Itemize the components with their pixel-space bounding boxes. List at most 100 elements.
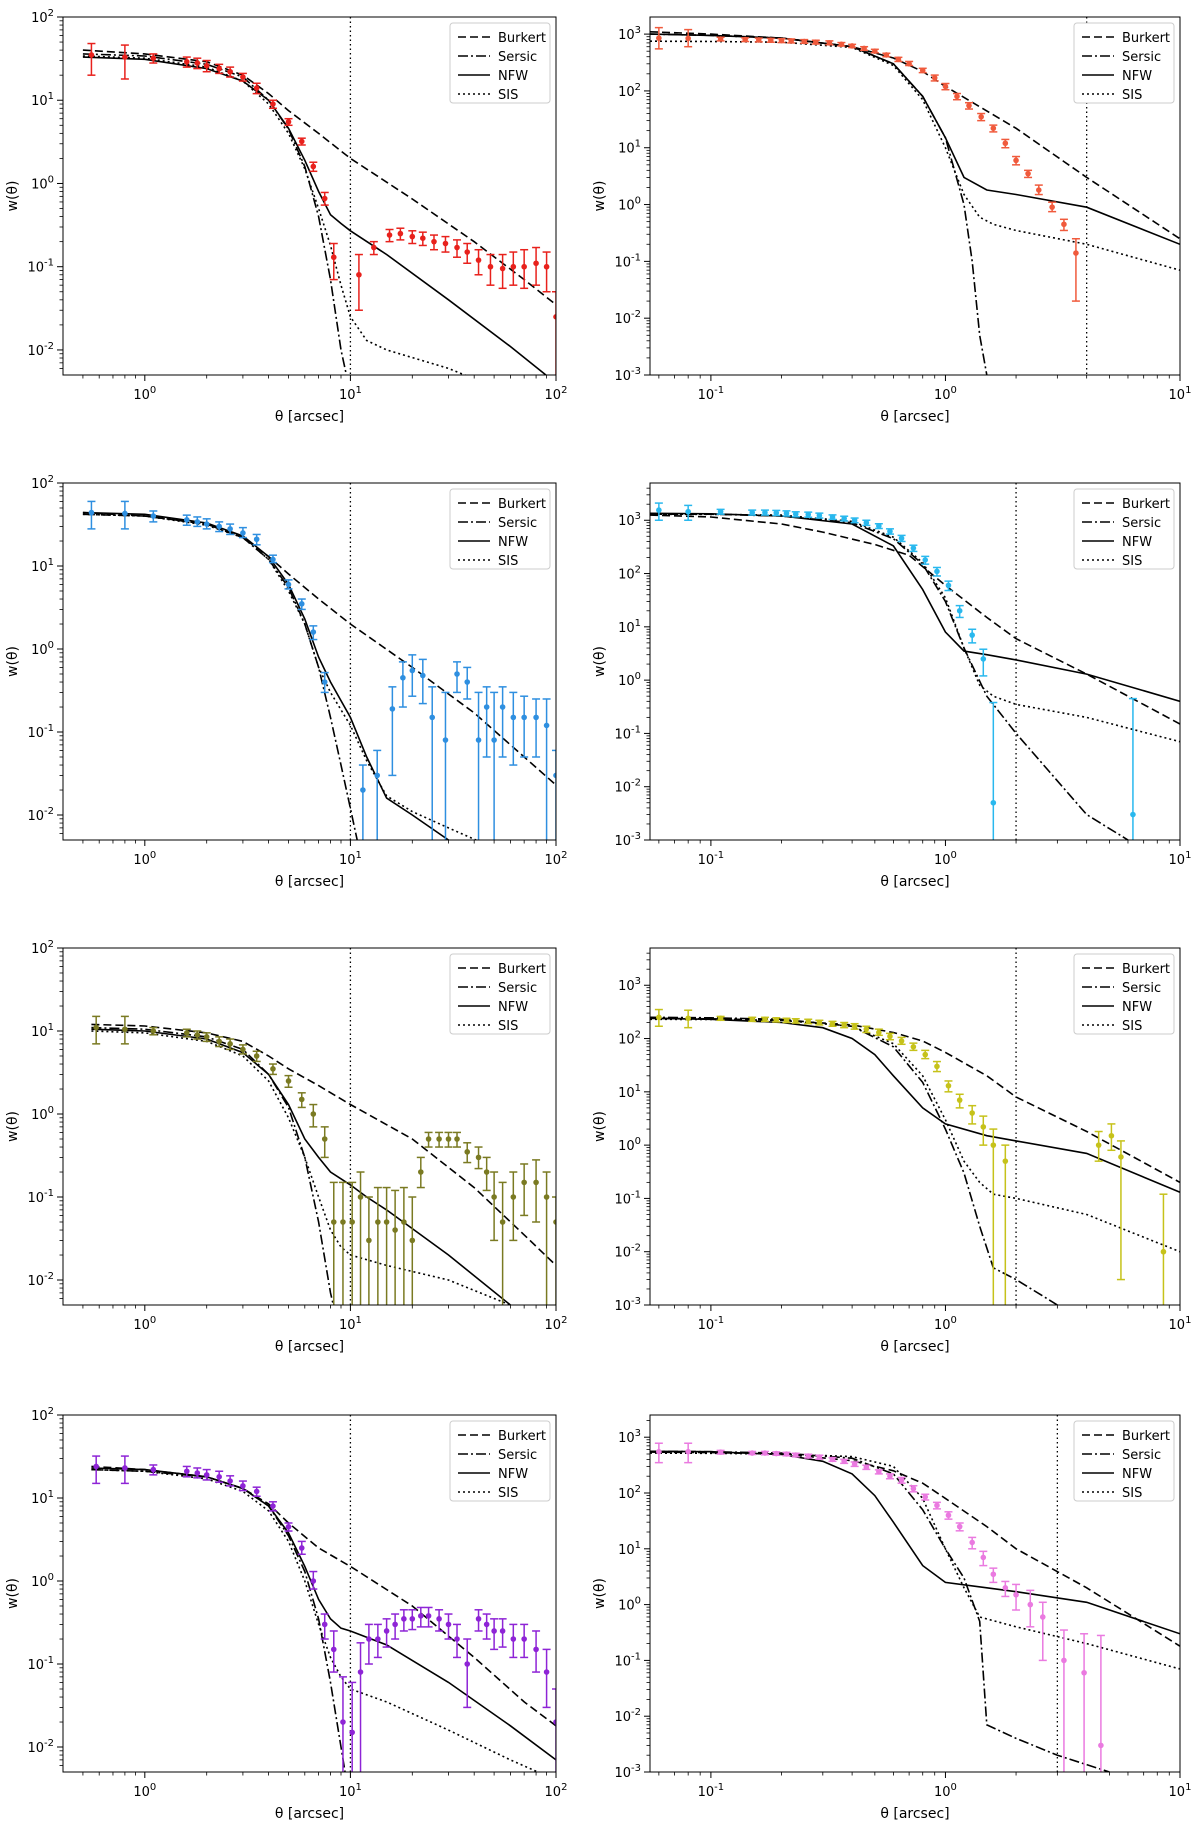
data-point bbox=[475, 1616, 482, 1622]
data-point bbox=[773, 1016, 780, 1023]
data-point bbox=[778, 37, 785, 44]
data-point bbox=[863, 1026, 870, 1032]
legend-box bbox=[449, 953, 551, 1035]
data-point bbox=[969, 1539, 975, 1546]
data-point bbox=[883, 52, 890, 58]
data-point bbox=[392, 1621, 398, 1628]
data-point bbox=[487, 263, 494, 270]
y-tick-label: 10-2 bbox=[614, 309, 641, 327]
legend-label-sersic: Sersic bbox=[1122, 981, 1161, 996]
model-curve-nfw bbox=[650, 512, 1180, 703]
data-point bbox=[816, 1454, 823, 1460]
data-point bbox=[521, 263, 527, 270]
model-curve-burkert bbox=[650, 1017, 1180, 1184]
data-point bbox=[203, 1034, 210, 1040]
data-point bbox=[826, 40, 833, 46]
data-point bbox=[454, 671, 460, 677]
data-point bbox=[253, 85, 260, 91]
data-point bbox=[841, 1458, 847, 1465]
data-point bbox=[298, 1545, 305, 1551]
x-tick-label: 100 bbox=[934, 385, 957, 403]
data-point bbox=[183, 1030, 190, 1036]
model-curve-sis bbox=[650, 513, 1180, 743]
data-point bbox=[783, 510, 790, 517]
data-point bbox=[285, 1523, 292, 1530]
data-point bbox=[1039, 1614, 1046, 1620]
y-tick-label: 101 bbox=[618, 618, 641, 636]
data-point bbox=[841, 1022, 847, 1028]
x-axis-label: θ [arcsec] bbox=[880, 1806, 949, 1822]
data-point bbox=[409, 1237, 416, 1244]
legend-label-burkert: Burkert bbox=[498, 31, 546, 46]
data-point bbox=[310, 629, 317, 635]
data-point bbox=[122, 54, 128, 60]
data-point bbox=[425, 1136, 432, 1142]
data-point bbox=[792, 1018, 799, 1024]
chart-panel-row2-left: 100 101 102 10-2 10-1 100 101 102 θ [arcsec] w(θ)… bbox=[5, 474, 567, 890]
data-point bbox=[183, 1468, 190, 1475]
data-point bbox=[510, 1636, 517, 1642]
data-point bbox=[330, 254, 337, 261]
legend-box bbox=[1073, 22, 1175, 104]
data-point bbox=[1098, 1742, 1104, 1749]
data-point bbox=[298, 1096, 305, 1103]
data-point bbox=[1130, 811, 1136, 818]
y-tick-label: 10-1 bbox=[614, 724, 641, 742]
data-point bbox=[499, 1628, 506, 1634]
data-point bbox=[812, 39, 819, 46]
data-point bbox=[990, 799, 997, 806]
data-point bbox=[990, 1571, 997, 1578]
data-point bbox=[543, 1669, 550, 1675]
model-curve-nfw bbox=[650, 1017, 1180, 1194]
legend-label-sersic: Sersic bbox=[1122, 1448, 1161, 1463]
data-point bbox=[956, 1523, 963, 1530]
y-tick-label: 102 bbox=[618, 1030, 641, 1048]
x-axis-label: θ [arcsec] bbox=[880, 1339, 949, 1355]
data-point bbox=[310, 163, 317, 170]
y-tick-label: 101 bbox=[618, 1083, 641, 1101]
y-tick-label: 10-2 bbox=[27, 806, 54, 824]
model-curve-sersic bbox=[650, 1450, 1110, 1772]
data-point bbox=[88, 509, 95, 516]
plot-area bbox=[650, 17, 1180, 375]
x-tick-label: 10-1 bbox=[698, 1782, 725, 1800]
data-point bbox=[910, 545, 917, 551]
data-point bbox=[253, 1053, 260, 1059]
data-point bbox=[510, 263, 517, 270]
data-point bbox=[491, 1628, 497, 1634]
data-point bbox=[371, 244, 377, 251]
legend-label-nfw: NFW bbox=[1122, 69, 1152, 84]
legend-box bbox=[1073, 488, 1175, 570]
data-point bbox=[755, 37, 762, 43]
data-point bbox=[945, 1512, 952, 1519]
data-point bbox=[1002, 1158, 1009, 1164]
legend: Burkert Sersic NFW SIS bbox=[1073, 1420, 1175, 1502]
y-tick-label: 102 bbox=[618, 565, 641, 583]
model-curve-sersic bbox=[91, 1468, 346, 1772]
plot-area bbox=[82, 17, 556, 375]
data-point bbox=[966, 102, 972, 109]
axes-frame bbox=[649, 482, 1181, 841]
data-point bbox=[749, 1016, 756, 1023]
data-point bbox=[553, 1719, 556, 1725]
data-point bbox=[240, 1483, 246, 1489]
data-point bbox=[685, 1448, 691, 1455]
data-point bbox=[816, 1019, 823, 1026]
data-point bbox=[240, 74, 246, 80]
y-tick-label: 102 bbox=[618, 1484, 641, 1502]
x-tick-label: 101 bbox=[1169, 1782, 1192, 1800]
y-tick-label: 101 bbox=[31, 1489, 54, 1507]
data-point bbox=[203, 521, 210, 527]
data-point bbox=[872, 48, 878, 55]
y-tick-label: 10-3 bbox=[614, 366, 641, 384]
data-point bbox=[1027, 1601, 1034, 1608]
data-point bbox=[298, 601, 305, 607]
data-point bbox=[1013, 157, 1019, 164]
data-point bbox=[216, 1038, 222, 1045]
data-point bbox=[1118, 1154, 1124, 1160]
data-point bbox=[717, 508, 724, 515]
axes-frame bbox=[62, 947, 557, 1306]
data-point bbox=[150, 513, 157, 519]
data-point bbox=[510, 1194, 517, 1200]
data-point bbox=[454, 1136, 460, 1142]
